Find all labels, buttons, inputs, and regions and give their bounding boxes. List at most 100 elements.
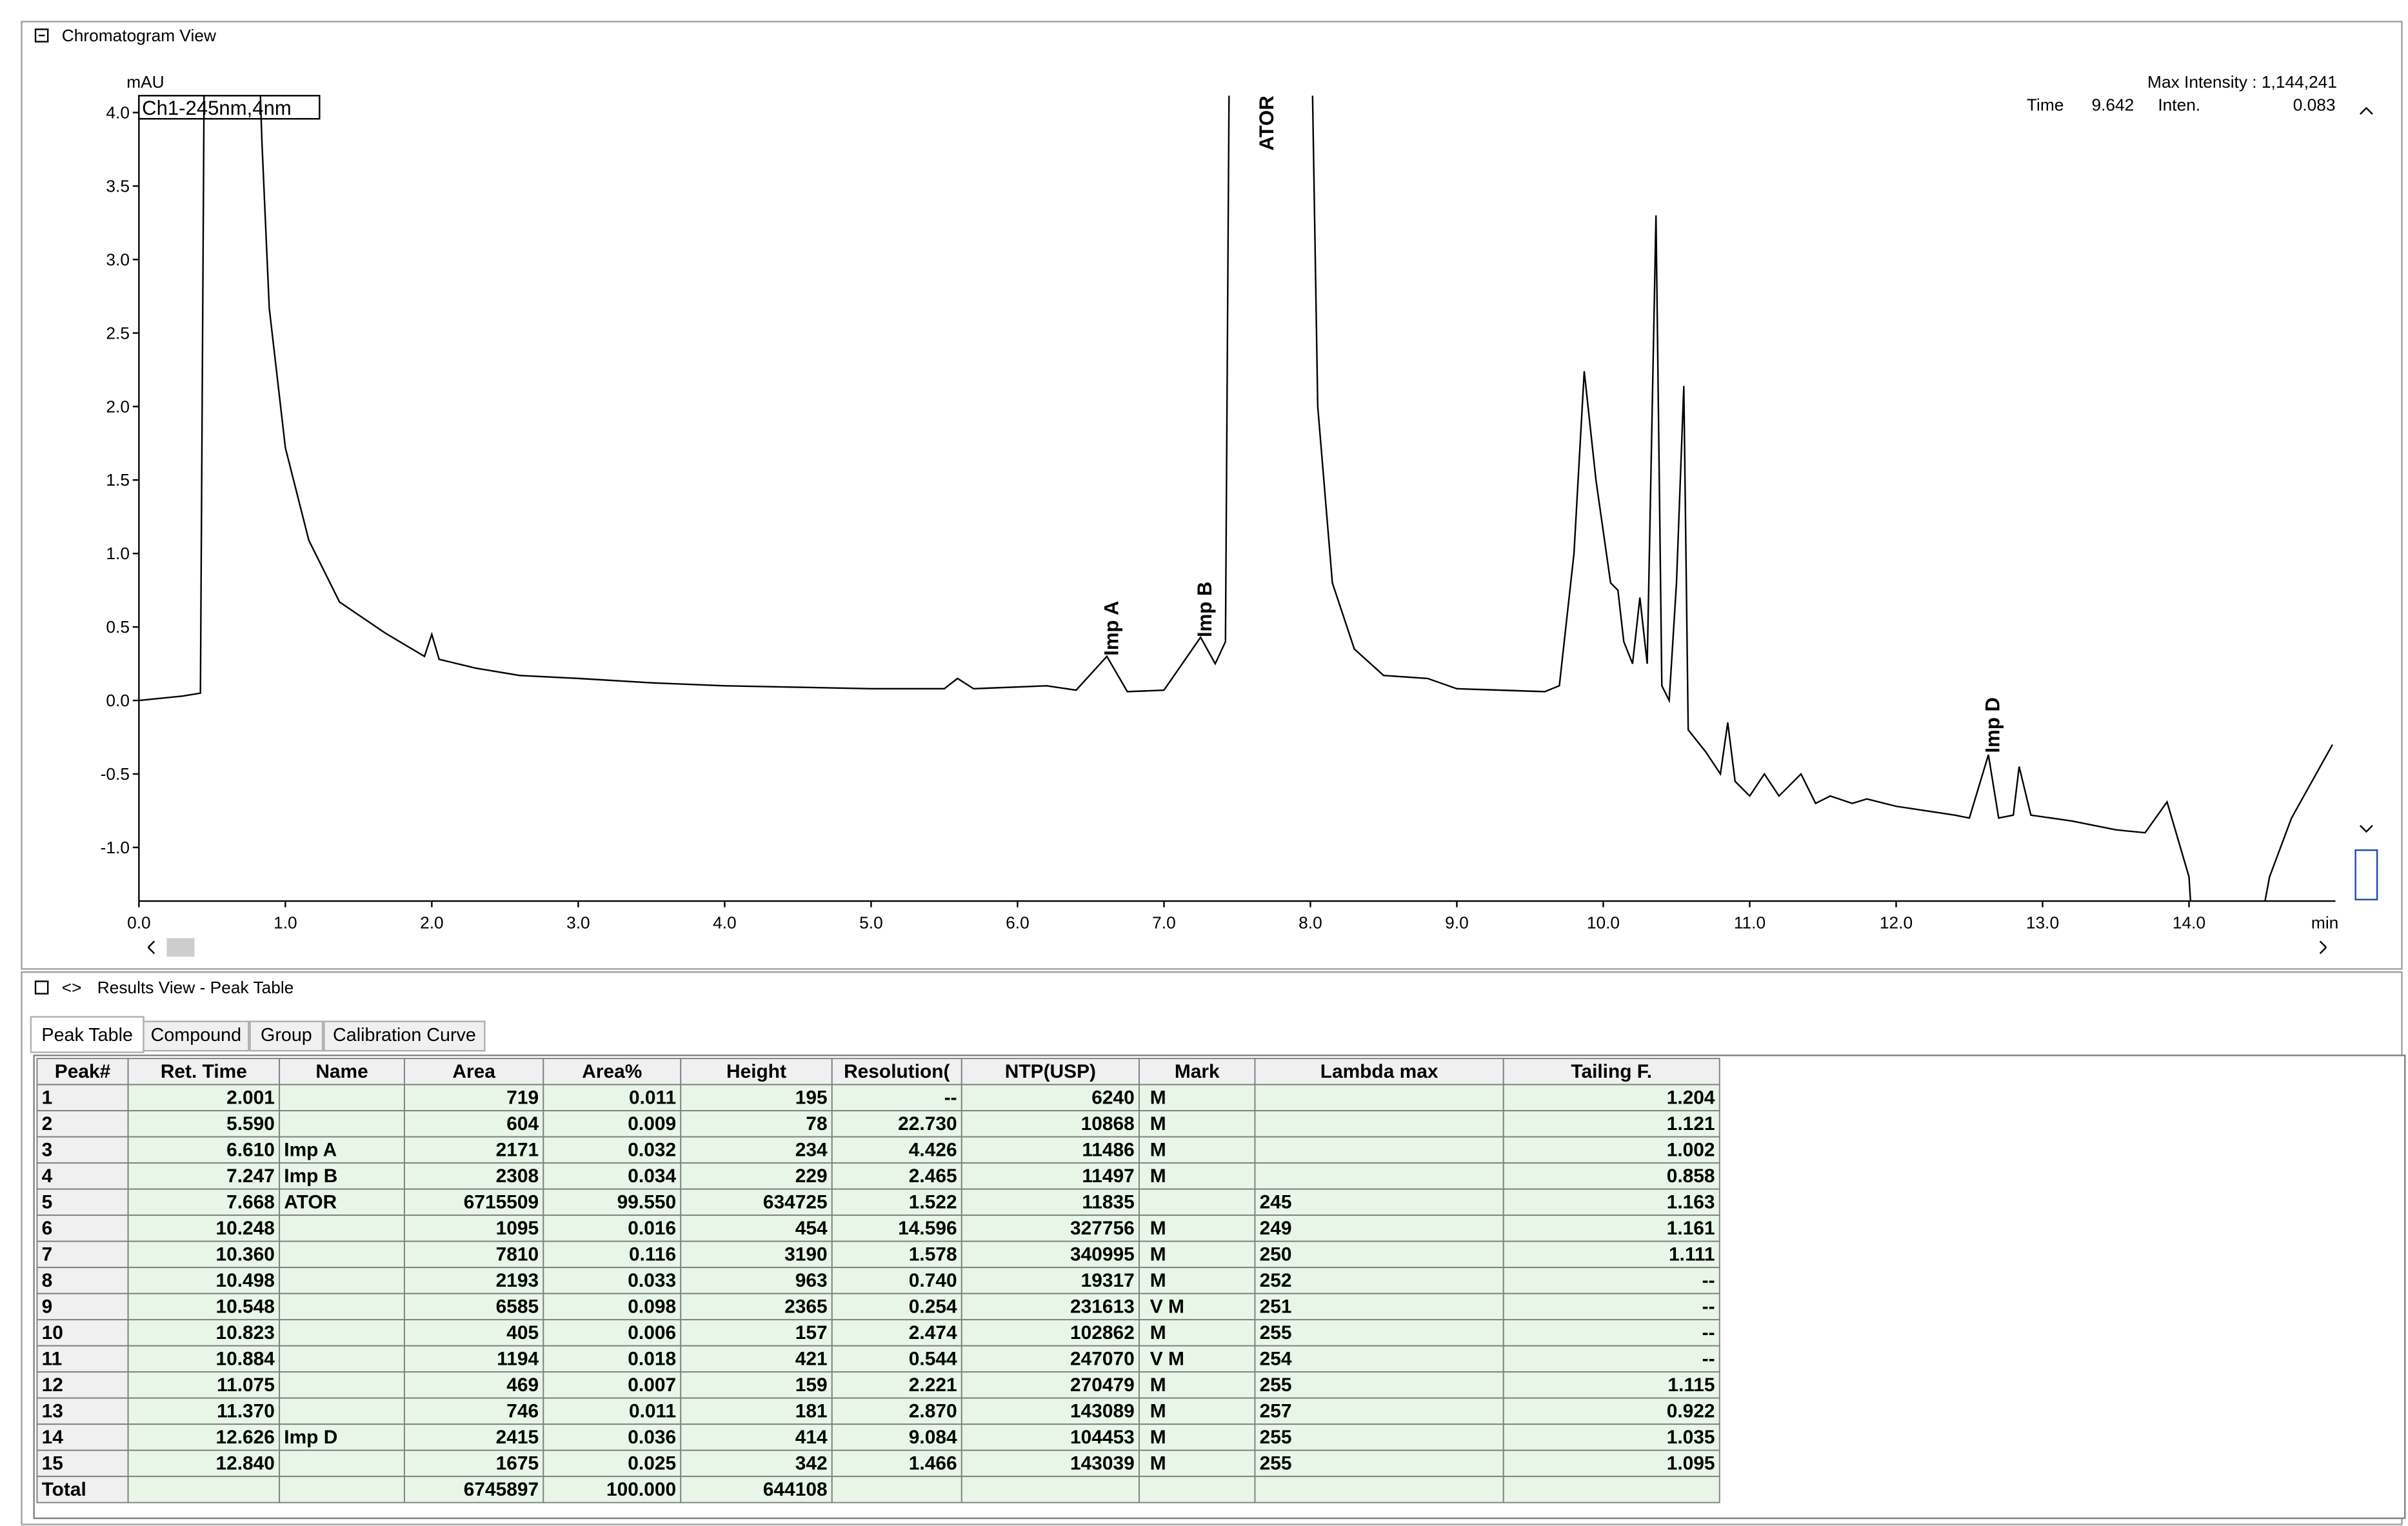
column-header: NTP(USP) <box>1005 1061 1096 1082</box>
table-cell: 340995 <box>1070 1244 1135 1265</box>
table-cell: 2.221 <box>909 1374 957 1396</box>
row-header: 7 <box>42 1244 53 1265</box>
cell <box>1139 1058 1256 1085</box>
cell <box>831 1345 962 1373</box>
cell <box>1254 1423 1504 1451</box>
tab-bar: Peak Table Compound Group Calibration Curve <box>30 1016 486 1053</box>
cell <box>680 1371 833 1399</box>
cell <box>1139 1214 1256 1242</box>
cell <box>960 1188 1140 1216</box>
table-cell: 9.084 <box>909 1427 957 1448</box>
panel-icon[interactable] <box>34 28 49 43</box>
x-tick-label: 1.0 <box>274 913 297 933</box>
table-cell: -- <box>1702 1296 1715 1317</box>
max-intensity: Max Intensity : 1,144,241 <box>2147 72 2337 92</box>
table-cell: 234 <box>795 1139 828 1160</box>
table-cell: Imp B <box>284 1165 337 1187</box>
cell <box>279 1162 405 1190</box>
cell <box>1254 1058 1504 1085</box>
scroll-right[interactable] <box>2319 940 2327 955</box>
table-cell: 78 <box>806 1113 827 1135</box>
cell <box>960 1136 1140 1164</box>
cell <box>542 1319 682 1347</box>
cell <box>831 1293 962 1321</box>
cell <box>1502 1188 1720 1216</box>
channel-label: Ch1-245nm,4nm <box>142 97 292 119</box>
tab[interactable] <box>323 1020 486 1052</box>
cell <box>279 1084 405 1112</box>
table-cell: 746 <box>506 1400 539 1422</box>
cell <box>680 1293 833 1321</box>
panel-icon[interactable] <box>34 980 49 995</box>
tab-label[interactable]: Compound <box>151 1025 241 1045</box>
panel-toggle[interactable]: <> <box>62 978 82 997</box>
tab-label[interactable]: Group <box>261 1025 312 1045</box>
table-cell: 257 <box>1260 1400 1292 1422</box>
cell <box>127 1084 281 1112</box>
row-header: 3 <box>42 1139 53 1160</box>
cell <box>831 1476 962 1503</box>
table-cell: M <box>1150 1244 1166 1265</box>
tab-label[interactable]: Peak Table <box>41 1025 133 1045</box>
cell <box>127 1319 281 1347</box>
cell <box>279 1267 405 1294</box>
zoom-buttons[interactable] <box>2354 849 2378 900</box>
scroll-down[interactable] <box>2359 825 2373 833</box>
table-cell: 11486 <box>1082 1139 1134 1160</box>
y-tick-label: 2.5 <box>106 323 130 342</box>
table-cell: 22.730 <box>898 1113 957 1135</box>
cell <box>1502 1345 1720 1373</box>
table-cell: 10.823 <box>215 1322 274 1343</box>
cell <box>1502 1136 1720 1164</box>
cell <box>1502 1267 1720 1294</box>
cell <box>127 1110 281 1138</box>
scroll-left[interactable] <box>147 940 155 955</box>
tab-label[interactable]: Calibration Curve <box>333 1025 476 1045</box>
table-cell: 327756 <box>1070 1218 1135 1239</box>
table-cell: 1.111 <box>1669 1244 1715 1265</box>
table-cell: 3190 <box>784 1244 828 1265</box>
cell <box>1254 1162 1504 1190</box>
table-cell: 469 <box>506 1374 539 1396</box>
cell <box>1139 1110 1256 1138</box>
table-cell: 2.465 <box>909 1165 957 1187</box>
table-cell: 0.858 <box>1667 1165 1715 1187</box>
tab[interactable] <box>143 1020 250 1052</box>
cell <box>403 1136 544 1164</box>
table-cell: 0.922 <box>1667 1400 1715 1422</box>
table-cell: 0.098 <box>628 1296 676 1317</box>
time-value: 9.642 <box>2091 95 2134 115</box>
tab[interactable] <box>249 1020 324 1052</box>
cell <box>960 1214 1140 1242</box>
table-cell: 1.163 <box>1667 1191 1715 1213</box>
scroll-up[interactable] <box>2359 106 2373 115</box>
y-tick-label: 0.0 <box>106 691 130 710</box>
cell <box>831 1240 962 1269</box>
tab[interactable] <box>30 1016 144 1053</box>
y-tick-label: 3.0 <box>106 250 130 269</box>
x-tick-label: 3.0 <box>566 913 590 933</box>
table-cell: 1.002 <box>1667 1139 1715 1160</box>
scroll-thumb[interactable] <box>166 938 195 957</box>
cell <box>1502 1084 1720 1112</box>
cell <box>960 1162 1140 1190</box>
cell <box>403 1293 544 1321</box>
table-cell: 634725 <box>763 1191 828 1213</box>
table-cell: 1.161 <box>1667 1218 1715 1239</box>
y-tick-label: -0.5 <box>101 764 130 784</box>
table-cell: 0.009 <box>628 1113 676 1135</box>
table-cell: 2193 <box>496 1270 539 1291</box>
table-cell: M <box>1150 1218 1166 1239</box>
peak-table: Peak# Ret. Time Name Area Area% Height Resolut… <box>33 1055 2406 1520</box>
x-tick-label: 13.0 <box>2026 913 2059 933</box>
cell <box>36 1188 129 1216</box>
cell <box>1254 1214 1504 1242</box>
table-cell: 11835 <box>1082 1191 1134 1213</box>
table-cell: 10.360 <box>215 1244 274 1265</box>
cell <box>279 1188 405 1216</box>
cell <box>960 1110 1140 1138</box>
inten-label: Inten. <box>2158 95 2200 115</box>
cell <box>1139 1240 1256 1269</box>
cell <box>1139 1084 1256 1112</box>
